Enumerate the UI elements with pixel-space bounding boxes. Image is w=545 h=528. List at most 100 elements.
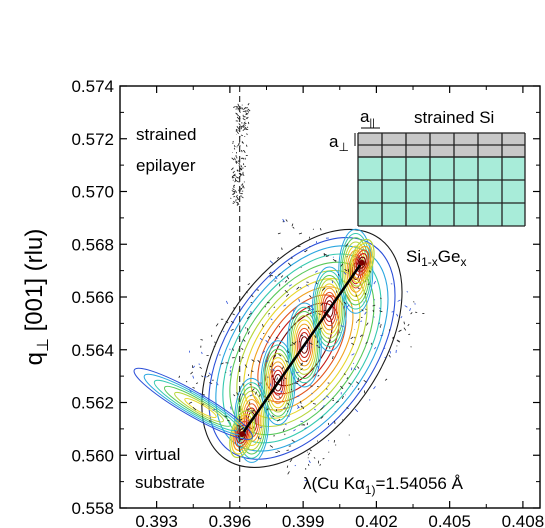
contour-noise <box>208 372 212 376</box>
y-tick-label: 0.564 <box>71 341 114 360</box>
contour-noise <box>285 293 290 297</box>
contour-noise <box>283 304 287 307</box>
epilayer-noise <box>236 114 240 117</box>
contour-noise <box>304 427 307 429</box>
contour-lobe-ring <box>325 300 334 318</box>
contour-noise <box>325 395 330 398</box>
contour-noise <box>266 408 269 411</box>
contour-noise <box>300 368 303 371</box>
contour-noise <box>293 341 297 345</box>
contour-noise <box>250 370 254 373</box>
contour-noise <box>357 318 360 322</box>
contour-noise <box>319 228 322 231</box>
epilayer-noise <box>240 126 243 130</box>
epilayer-noise <box>233 106 236 108</box>
contour-noise <box>233 394 236 397</box>
contour-noise <box>288 284 292 287</box>
epilayer-noise <box>233 147 236 150</box>
contour-noise <box>265 339 269 344</box>
contour-noise <box>327 440 330 442</box>
contour-peak-ring <box>230 413 254 455</box>
contour-noise <box>307 463 310 466</box>
contour-noise <box>323 309 326 312</box>
contour-noise <box>400 316 403 319</box>
epilayer-noise <box>243 107 246 110</box>
epilayer-noise <box>242 185 245 189</box>
contour-noise <box>346 256 348 258</box>
epilayer-noise <box>234 190 238 193</box>
contour-peak-ring <box>355 253 368 273</box>
contour-noise <box>230 320 235 324</box>
contour-noise <box>264 305 266 308</box>
contour-noise <box>348 382 352 385</box>
contour-noise <box>284 423 287 426</box>
contour-noise <box>201 403 204 406</box>
contour-noise <box>209 420 211 423</box>
contour-noise <box>247 283 251 286</box>
contour-noise <box>300 334 304 337</box>
contour-noise <box>199 393 202 395</box>
sige-sub1: 1-x <box>421 255 438 269</box>
contour-noise <box>352 362 355 365</box>
contour-noise <box>297 245 301 248</box>
contour-lobe-ring <box>268 361 288 405</box>
contour-noise <box>360 334 363 338</box>
contour-noise <box>380 324 382 326</box>
contour-tail-ring <box>153 379 239 432</box>
contour-noise <box>291 439 295 443</box>
contour-tail-ring <box>133 367 253 440</box>
contour-noise <box>305 284 309 287</box>
epilayer-noise <box>235 199 237 202</box>
x-tick-label: 0.402 <box>355 512 398 528</box>
contour-noise <box>404 305 408 308</box>
contour-noise <box>286 276 290 280</box>
contour-lobe-ring <box>320 287 339 331</box>
contour-noise <box>322 397 326 401</box>
contour-noise <box>391 310 395 313</box>
contour-noise <box>223 330 225 333</box>
contour-noise <box>292 309 295 313</box>
epilayer-noise <box>242 185 244 188</box>
a-perp-main: a <box>329 132 339 151</box>
epilayer-noise <box>232 170 235 174</box>
contour-lobe-ring <box>300 336 309 354</box>
contour-noise <box>249 394 253 397</box>
contour-peak-ring <box>232 417 252 451</box>
epilayer-noise <box>235 105 239 109</box>
contour-lobe-ring <box>321 291 337 327</box>
contour-noise <box>270 274 274 277</box>
contour-peak-ring <box>354 249 370 276</box>
contour-noise <box>248 312 252 316</box>
contour-noise <box>195 382 199 384</box>
contour-noise <box>379 310 383 313</box>
contour-noise <box>200 339 203 341</box>
strained-si-on-sige-schematic: a|| a⊥ strained Si Si1-xGex <box>329 107 526 269</box>
contour-noise <box>294 464 297 467</box>
contour-noise <box>245 291 248 294</box>
contour-noise <box>242 383 244 386</box>
contour-noise <box>242 339 246 342</box>
contour-lobe-ring <box>270 365 286 400</box>
epilayer-noise <box>233 190 236 193</box>
epilayer-noise <box>236 116 240 120</box>
epilayer-noise <box>236 196 239 200</box>
contour-noise <box>216 381 219 386</box>
contour-noise <box>201 375 204 378</box>
contour-noise <box>317 374 320 377</box>
epilayer-noise <box>243 121 246 124</box>
contour-peak-ring <box>352 245 372 280</box>
epilayer-noise <box>245 113 248 116</box>
epilayer-noise <box>237 177 239 179</box>
contour-noise <box>300 405 303 408</box>
contour-noise <box>299 287 302 289</box>
contour-lobe-ring <box>267 357 289 409</box>
contour-noise <box>360 320 363 322</box>
lattice-grid <box>357 132 526 227</box>
contour-noise <box>331 280 334 284</box>
epilayer-noise <box>239 187 243 191</box>
contour-tail-ring <box>174 391 224 423</box>
y-tick-label: 0.562 <box>71 394 114 413</box>
virtual-substrate-peak-marker <box>239 431 246 438</box>
epilayer-noise <box>231 190 235 193</box>
